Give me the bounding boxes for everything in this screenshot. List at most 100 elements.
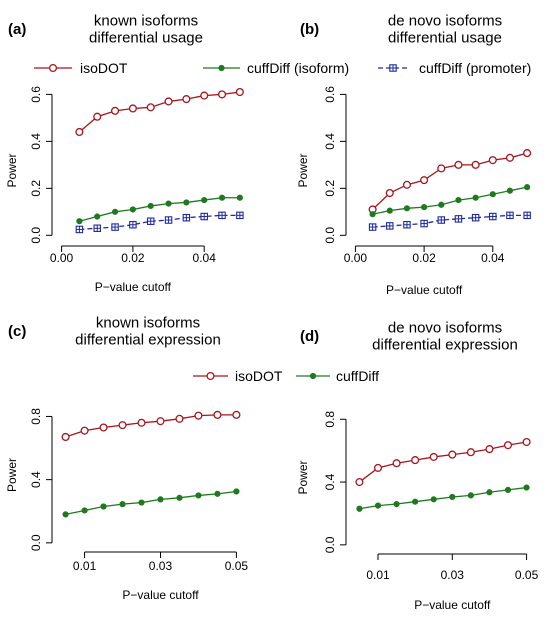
data-point bbox=[454, 160, 463, 169]
legend-label: cuffDiff bbox=[336, 368, 379, 384]
data-point bbox=[505, 153, 515, 162]
series-cuffdiff-promoter bbox=[75, 211, 244, 234]
x-tick-label: 0.00 bbox=[50, 251, 74, 265]
x-axis: 0.00 0.02 0.04 P−value cutoff bbox=[344, 245, 505, 297]
y-tick-label: 0.8 bbox=[323, 411, 337, 428]
legend-2: isoDOT cuffDiff bbox=[193, 368, 379, 384]
y-tick-label: 0.4 bbox=[29, 471, 43, 488]
legend-1: isoDOT cuffDiff (isoform) cuffDiff (promot… bbox=[34, 60, 531, 76]
panel-label: (b) bbox=[300, 21, 319, 38]
data-point bbox=[118, 421, 127, 430]
data-point bbox=[489, 212, 497, 221]
data-point bbox=[488, 156, 497, 165]
data-point bbox=[420, 176, 429, 185]
series-line bbox=[65, 414, 237, 438]
data-point bbox=[421, 204, 428, 211]
y-axis: 0.0 0.4 0.8 Power bbox=[296, 411, 347, 553]
data-point bbox=[75, 127, 84, 137]
y-axis-label: Power bbox=[296, 460, 310, 494]
data-point bbox=[368, 223, 377, 231]
panel-label: (d) bbox=[300, 328, 319, 345]
series-cuffdiff-promoter bbox=[368, 211, 531, 231]
data-point bbox=[164, 97, 173, 106]
panel-label: (a) bbox=[8, 21, 26, 38]
data-point bbox=[393, 500, 400, 508]
data-point bbox=[467, 492, 474, 499]
data-point bbox=[200, 91, 209, 100]
data-point bbox=[437, 216, 446, 224]
data-point bbox=[355, 478, 364, 487]
series-line bbox=[79, 214, 240, 231]
data-point bbox=[454, 215, 463, 223]
x-tick-label: 0.01 bbox=[366, 568, 390, 582]
legend-marker bbox=[206, 371, 215, 381]
data-point bbox=[111, 208, 119, 215]
data-point bbox=[76, 218, 83, 225]
series-line bbox=[359, 441, 527, 483]
series-line bbox=[372, 186, 528, 215]
x-axis-label: P−value cutoff bbox=[414, 598, 491, 612]
series-line bbox=[372, 152, 528, 210]
data-point bbox=[111, 223, 119, 231]
data-point bbox=[449, 493, 456, 501]
y-tick-label: 0.8 bbox=[29, 408, 43, 425]
data-point bbox=[62, 511, 69, 518]
x-tick-label: 0.03 bbox=[441, 568, 465, 582]
panel-label: (c) bbox=[8, 323, 26, 340]
data-point bbox=[217, 90, 227, 99]
series-cuffdiff-isoform bbox=[76, 194, 243, 225]
data-point bbox=[504, 486, 512, 494]
y-tick-label: 0.2 bbox=[323, 180, 337, 197]
legend-label: isoDOT bbox=[80, 60, 128, 76]
legend-label: cuffDiff (isoform) bbox=[247, 60, 349, 76]
data-point bbox=[128, 104, 137, 113]
data-point bbox=[420, 219, 428, 228]
series-cuffdiff-isoform bbox=[369, 184, 531, 218]
chart-title-line: known isoforms bbox=[96, 314, 200, 331]
x-tick-label: 0.05 bbox=[515, 568, 539, 582]
data-point bbox=[182, 95, 191, 104]
data-point bbox=[392, 459, 401, 468]
data-point bbox=[373, 463, 383, 472]
legend-item: cuffDiff (promoter) bbox=[378, 60, 531, 76]
data-point bbox=[94, 213, 101, 220]
data-point bbox=[412, 498, 419, 505]
data-point bbox=[146, 217, 155, 225]
data-point bbox=[403, 205, 411, 212]
chart-title-line: differential expression bbox=[75, 331, 221, 348]
data-point bbox=[437, 164, 446, 173]
data-point bbox=[195, 492, 202, 499]
data-point bbox=[524, 184, 531, 191]
data-point bbox=[506, 211, 514, 220]
y-tick-label: 0.6 bbox=[323, 86, 337, 103]
y-tick-label: 0.4 bbox=[323, 473, 337, 490]
x-axis-label: P−value cutoff bbox=[122, 588, 199, 602]
x-axis-label: P−value cutoff bbox=[386, 283, 463, 297]
series-line bbox=[359, 486, 527, 510]
data-point bbox=[506, 187, 514, 194]
data-point bbox=[471, 160, 480, 169]
data-point bbox=[80, 426, 89, 435]
data-point bbox=[232, 410, 241, 419]
series-isodot bbox=[75, 87, 244, 137]
series-line bbox=[65, 490, 237, 516]
data-point bbox=[165, 200, 172, 207]
data-point bbox=[430, 496, 437, 503]
chart-title-line: de novo isoforms bbox=[388, 12, 502, 29]
chart-title-line: differential usage bbox=[388, 29, 502, 46]
y-tick-label: 0.0 bbox=[29, 227, 43, 244]
series-isodot bbox=[368, 149, 532, 214]
y-axis: 0.0 0.2 0.4 0.6 Power bbox=[296, 86, 347, 244]
x-axis: 0.01 0.03 0.05 P−value cutoff bbox=[366, 553, 539, 612]
data-point bbox=[93, 224, 101, 233]
x-axis: 0.00 0.02 0.04 P−value cutoff bbox=[50, 245, 216, 294]
legend-marker bbox=[389, 64, 397, 72]
data-point bbox=[200, 212, 208, 221]
data-point bbox=[201, 196, 208, 204]
data-point bbox=[429, 452, 438, 461]
legend-marker bbox=[309, 372, 317, 380]
series-line bbox=[79, 197, 240, 222]
data-point bbox=[466, 448, 475, 457]
